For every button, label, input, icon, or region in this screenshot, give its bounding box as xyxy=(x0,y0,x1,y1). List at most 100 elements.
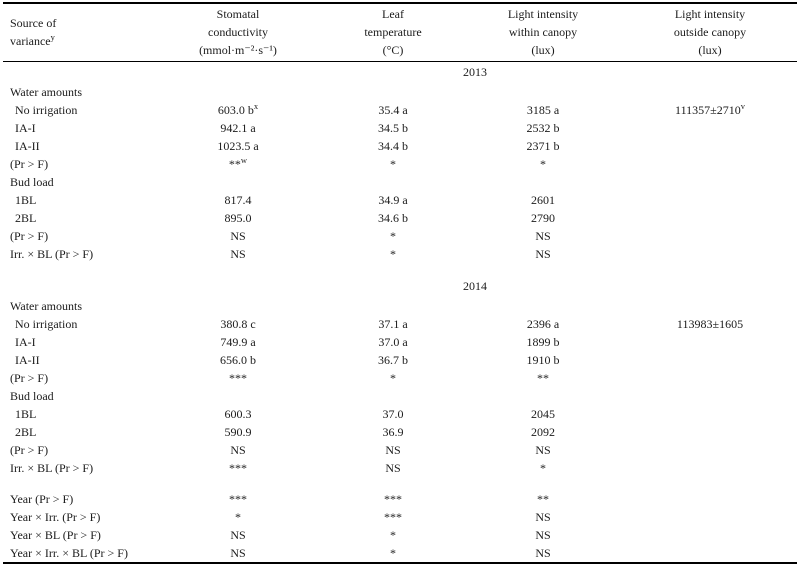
table-row: 2BL 590.9 36.9 2092 xyxy=(3,423,797,441)
cell-value xyxy=(623,227,797,245)
table-row: Year × BL (Pr > F) NS * NS xyxy=(3,526,797,544)
cell-value: 942.1 a xyxy=(220,120,256,135)
row-label: Irr. × BL (Pr > F) xyxy=(10,460,94,475)
cell-value xyxy=(623,526,797,544)
footnote-sup: x xyxy=(253,100,259,111)
header-line: temperature xyxy=(364,25,422,39)
table-row: No irrigation 380.8 c 37.1 a 2396 a 113983±1… xyxy=(3,315,797,333)
table-body: 2013 Water amounts No irrigation 603.0 bx 35… xyxy=(3,62,797,564)
row-label: No irrigation xyxy=(15,316,78,331)
footnote-sup: y xyxy=(50,32,55,42)
header-line: conductivity xyxy=(208,25,268,39)
spacer-row xyxy=(3,263,797,276)
cell-value: *** xyxy=(229,460,247,475)
header-unit: (mmol·m⁻²·s⁻¹) xyxy=(199,43,277,57)
cell-value: 34.5 b xyxy=(378,120,408,135)
table-row: IA-II 656.0 b 36.7 b 1910 b xyxy=(3,351,797,369)
cell-value: * xyxy=(235,509,241,524)
cell-value xyxy=(623,119,797,137)
header-line: Stomatal xyxy=(216,7,260,21)
section-row: Water amounts xyxy=(3,297,797,315)
cell-value xyxy=(623,245,797,263)
cell-value: 37.0 xyxy=(382,406,404,421)
header-line: outside canopy xyxy=(673,25,747,39)
cell-value: 603.0 bx xyxy=(217,100,259,117)
row-label: 1BL xyxy=(15,192,37,207)
table-row: (Pr > F) NS NS NS xyxy=(3,441,797,459)
cell-value: 2371 b xyxy=(526,138,560,153)
column-header-stomatal-conductivity: Stomatal conductivity (mmol·m⁻²·s⁻¹) xyxy=(153,3,323,62)
header-line: within canopy xyxy=(508,25,578,39)
cell-value: 1910 b xyxy=(526,352,560,367)
cell-value: * xyxy=(540,156,546,171)
cell-value xyxy=(623,405,797,423)
table-row: IA-I 749.9 a 37.0 a 1899 b xyxy=(3,333,797,351)
section-label: Bud load xyxy=(10,174,54,189)
header-line: Light intensity xyxy=(507,7,579,21)
cell-value: * xyxy=(390,156,396,171)
cell-value xyxy=(623,459,797,477)
cell-value: 111357±2710v xyxy=(675,100,745,117)
spacer-row xyxy=(3,477,797,490)
cell-value xyxy=(623,490,797,508)
table-header: Source of variancey Stomatal conductivit… xyxy=(3,3,797,62)
section-row: Bud load xyxy=(3,387,797,405)
table-row: (Pr > F) *** * ** xyxy=(3,369,797,387)
empty-cell xyxy=(3,62,153,84)
row-label: No irrigation xyxy=(15,102,78,117)
cell-value xyxy=(623,333,797,351)
header-line: Source of xyxy=(10,16,57,30)
cell-value: 34.4 b xyxy=(378,138,408,153)
header-unit: (lux) xyxy=(531,43,555,57)
cell-value: 656.0 b xyxy=(220,352,256,367)
cell-value xyxy=(623,209,797,227)
cell-value: 36.9 xyxy=(382,424,404,439)
cell-value: NS xyxy=(230,442,246,457)
cell-value: **w xyxy=(228,154,248,171)
cell-value: NS xyxy=(385,442,401,457)
cell-value xyxy=(623,508,797,526)
cell-value: *** xyxy=(384,491,402,506)
header-line: Leaf xyxy=(382,7,404,21)
cell-value: NS xyxy=(230,228,246,243)
year-label: 2014 xyxy=(463,279,487,293)
table-row: Year × Irr. (Pr > F) * *** NS xyxy=(3,508,797,526)
cell-value xyxy=(623,369,797,387)
row-label: (Pr > F) xyxy=(10,442,49,457)
cell-value xyxy=(623,351,797,369)
cell-value: NS xyxy=(535,545,551,560)
cell-value: NS xyxy=(535,228,551,243)
column-header-source-of-variance: Source of variancey xyxy=(3,3,153,62)
cell-value: NS xyxy=(535,527,551,542)
cell-value: 37.0 a xyxy=(378,334,408,349)
table-row: IA-I 942.1 a 34.5 b 2532 b xyxy=(3,119,797,137)
column-header-leaf-temperature: Leaf temperature (°C) xyxy=(323,3,463,62)
table-row: No irrigation 603.0 bx 35.4 a 3185 a 111357±… xyxy=(3,101,797,119)
section-label: Water amounts xyxy=(10,84,83,99)
cell-value xyxy=(623,423,797,441)
cell-value: NS xyxy=(535,442,551,457)
cell-value: *** xyxy=(384,509,402,524)
row-label: 1BL xyxy=(15,406,37,421)
header-line: Light intensity xyxy=(674,7,746,21)
cell-value: 749.9 a xyxy=(220,334,256,349)
year-band-row: 2014 xyxy=(3,276,797,297)
section-label: Water amounts xyxy=(10,298,83,313)
cell-value: ** xyxy=(537,370,549,385)
header-unit: (°C) xyxy=(382,43,404,57)
footnote-sup: w xyxy=(240,154,248,165)
row-label: (Pr > F) xyxy=(10,156,49,171)
cell-value: NS xyxy=(230,545,246,560)
cell-value: * xyxy=(390,527,396,542)
row-label: IA-I xyxy=(15,334,36,349)
cell-value: 380.8 c xyxy=(220,316,256,331)
cell-value: * xyxy=(540,460,546,475)
cell-value: 895.0 xyxy=(224,210,252,225)
row-label: Year (Pr > F) xyxy=(10,491,74,506)
cell-value: 2601 xyxy=(531,192,555,207)
anova-results-table: Source of variancey Stomatal conductivit… xyxy=(3,2,797,564)
row-label: Year × BL (Pr > F) xyxy=(10,527,101,542)
row-label: Year × Irr. (Pr > F) xyxy=(10,509,101,524)
header-row: Source of variancey Stomatal conductivit… xyxy=(3,3,797,62)
cell-value: 2396 a xyxy=(526,316,560,331)
